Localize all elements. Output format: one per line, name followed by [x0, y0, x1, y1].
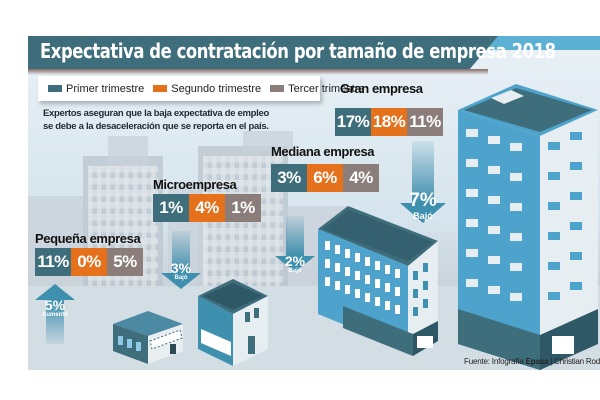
skyline-building — [243, 131, 293, 151]
arrow-down-mediana: 2% Bajó — [275, 216, 315, 276]
header-accent-strip — [468, 36, 600, 50]
value-q3: 1% — [225, 194, 261, 222]
arrow-down-icon — [275, 256, 315, 272]
legend-swatch-q2 — [153, 85, 168, 92]
arrow-shaft — [172, 231, 190, 273]
arrow-label: Aumentó — [42, 312, 68, 318]
legend-item-q2: Segundo trimestre — [153, 83, 261, 95]
arrow-down-icon — [400, 203, 446, 223]
header-bar — [28, 36, 498, 69]
legend: Primer trimestre Segundo trimestre Terce… — [38, 76, 365, 101]
arrow-value: 7% — [409, 190, 437, 211]
legend-label: Tercer trimestre — [288, 82, 365, 95]
value-q1: 11% — [35, 248, 71, 276]
group-label-mediana: Mediana empresa — [271, 144, 375, 159]
skyline-building — [28, 196, 83, 296]
mid-size-office-illustration — [318, 206, 438, 356]
arrow-label: Bajó — [288, 268, 302, 274]
value-q3: 5% — [107, 248, 143, 276]
arrow-shaft — [412, 141, 434, 203]
small-shop-illustration — [113, 311, 183, 364]
value-q2: 0% — [71, 248, 107, 276]
value-q2: 6% — [307, 164, 343, 192]
value-q1: 17% — [335, 108, 371, 136]
note-line: Expertos aseguran que la baja expectativ… — [43, 108, 269, 119]
arrow-label: Bajó — [174, 275, 188, 281]
source-credit: Fuente: Infografía Epasa | Christian Rod — [464, 357, 600, 366]
group-label-gran: Gran empresa — [340, 81, 423, 96]
group-label-pequena: Pequeña empresa — [35, 231, 141, 246]
arrow-down-micro: 3% Bajó — [161, 231, 201, 291]
arrow-value: 2% — [284, 253, 306, 269]
legend-swatch-q1 — [48, 85, 62, 92]
two-story-building-illustration — [198, 279, 268, 366]
source-prefix: Fuente: Infografía — [464, 357, 526, 366]
arrow-shaft — [286, 216, 304, 256]
arrow-up-pequena: 5% Aumentó — [35, 284, 75, 344]
value-q2: 18% — [371, 108, 407, 136]
header-shadow — [28, 69, 488, 75]
tall-tower-illustration — [458, 84, 598, 370]
value-q1: 3% — [271, 164, 307, 192]
value-q3: 4% — [343, 164, 379, 192]
arrow-up-icon — [35, 284, 75, 300]
arrow-label: Bajó — [413, 211, 433, 221]
group-label-micro: Microempresa — [153, 177, 237, 192]
arrow-down-gran: 7% Bajó — [400, 141, 446, 231]
source-brand: Epasa — [525, 357, 549, 366]
value-q3: 11% — [407, 108, 443, 136]
skyline-building — [108, 136, 148, 166]
values-mediana: 3% 6% 4% — [271, 164, 379, 192]
values-gran: 17% 18% 11% — [335, 108, 443, 136]
note-line: se debe a la desaceleración que se repor… — [43, 121, 269, 132]
legend-label: Segundo trimestre — [171, 82, 262, 95]
arrow-shaft — [46, 300, 64, 344]
source-suffix: | Christian Rod — [548, 357, 600, 366]
legend-item-q3: Tercer trimestre — [270, 82, 365, 95]
page-title: Expectativa de contratación por tamaño d… — [40, 39, 556, 63]
infographic-panel: Expectativa de contratación por tamaño d… — [28, 36, 600, 370]
arrow-down-icon — [161, 273, 201, 289]
values-micro: 1% 4% 1% — [153, 194, 261, 222]
legend-label: Primer trimestre — [66, 82, 145, 95]
legend-swatch-q3 — [270, 85, 285, 92]
arrow-value: 3% — [170, 260, 192, 276]
values-pequena: 11% 0% 5% — [35, 248, 143, 276]
value-q1: 1% — [153, 194, 189, 222]
value-q2: 4% — [189, 194, 225, 222]
note-text: Expertos aseguran que la baja expectativ… — [43, 107, 269, 133]
arrow-value: 5% — [44, 297, 66, 313]
legend-item-q1: Primer trimestre — [48, 83, 144, 95]
